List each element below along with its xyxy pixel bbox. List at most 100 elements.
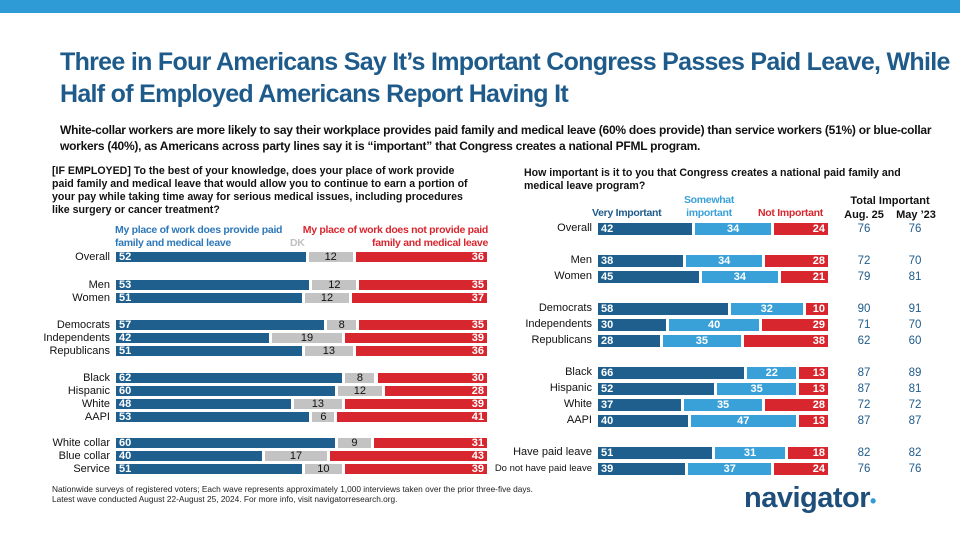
bar-value-label: 39 [601,463,614,475]
left-chart-question: [IF EMPLOYED] To the best of your knowle… [52,165,468,216]
bar-value-label: 41 [471,411,484,423]
bar-segment-very-important: 51 [598,447,713,459]
row-label: AAPI [84,411,110,423]
row-label: Republicans [531,334,592,346]
bar-segment-does-provide: 42 [116,333,270,344]
row-label: AAPI [566,414,592,426]
total-important-aug25: 76 [857,223,871,235]
bar-value-label: 62 [119,372,132,384]
bar-value-label: 12 [353,385,367,397]
bar-segment-does-provide: 53 [116,411,310,423]
bar-segment-dk: 12 [308,252,353,263]
bar-segment-somewhat-important: 37 [688,463,772,475]
bar-value-label: 35 [716,399,730,411]
col-aug25-header: Aug. 25 [844,209,884,221]
bar-segment-dk: 8 [345,372,375,384]
total-important-may23: 72 [908,399,922,411]
row-label: White [563,398,592,410]
total-important-header: Total Important [850,195,930,207]
bar-segment-very-important: 58 [598,303,728,315]
row-label: Hispanic [549,382,592,394]
row-label: Black [83,372,110,384]
page-title: Three in Four Americans Say It’s Importa… [60,48,950,108]
row-label: Independents [43,332,110,344]
bar-segment-somewhat-important: 22 [747,367,797,379]
bar-segment-dk: 13 [294,399,342,410]
bar-segment-does-not-provide: 35 [359,320,487,331]
row-label: Republicans [49,345,110,357]
bar-segment-very-important: 66 [598,367,745,379]
row-label: Democrats [56,319,110,331]
bar-value-label: 51 [119,292,132,304]
bar-segment-does-not-provide: 31 [373,437,487,449]
legend-somewhat-important: Somewhat important [683,194,735,219]
bar-value-label: 31 [471,437,484,449]
bar-value-label: 28 [601,335,614,347]
row-label: Independents [525,318,592,330]
row-label: Men [570,254,592,266]
total-important-aug25: 62 [857,335,871,347]
bar-value-label: 19 [300,332,314,344]
row-label: Women [72,292,110,304]
total-important-may23: 81 [908,271,922,283]
bar-value-label: 48 [119,398,132,410]
bar-value-label: 40 [708,319,721,331]
bar-segment-does-provide: 40 [116,451,262,462]
bar-segment-dk: 12 [338,385,382,397]
bar-segment-does-provide: 60 [116,385,335,397]
bar-value-label: 60 [119,437,132,449]
bar-value-label: 36 [471,345,484,357]
legend-not-important: Not Important [758,207,823,219]
bar-value-label: 31 [743,447,757,459]
bar-value-label: 29 [812,319,825,331]
bar-value-label: 13 [812,367,825,379]
bar-value-label: 13 [322,345,335,357]
bar-value-label: 8 [356,372,363,384]
total-important-may23: 82 [908,447,922,459]
bar-segment-dk: 6 [312,411,335,423]
bar-segment-not-important: 38 [743,335,828,347]
bar-segment-very-important: 37 [598,399,681,411]
bar-segment-somewhat-important: 40 [668,319,760,331]
footer-note: Nationwide surveys of registered voters;… [52,484,533,504]
bar-value-label: 18 [812,447,825,459]
bar-value-label: 60 [119,385,132,397]
bar-segment-does-provide: 51 [116,292,303,304]
bar-value-label: 58 [601,303,614,315]
bar-value-label: 6 [320,411,327,423]
bar-value-label: 22 [765,367,778,379]
bar-value-label: 13 [812,415,825,427]
bar-value-label: 51 [119,463,132,475]
bar-segment-somewhat-important: 35 [663,335,741,347]
bar-segment-does-not-provide: 28 [384,386,487,397]
bar-segment-does-provide: 48 [116,398,292,410]
bar-segment-dk: 12 [305,292,349,304]
total-important-aug25: 71 [857,319,871,331]
bar-segment-dk: 8 [327,320,357,331]
bar-segment-not-important: 24 [774,223,828,235]
bar-segment-very-important: 28 [598,335,661,347]
bar-segment-not-important: 28 [765,255,828,267]
bar-value-label: 34 [727,223,740,235]
bar-value-label: 12 [320,292,334,304]
bar-value-label: 52 [119,251,132,263]
total-important-aug25: 76 [857,463,871,475]
total-important-aug25: 87 [857,383,871,395]
bar-segment-does-not-provide: 36 [355,345,487,357]
bar-value-label: 35 [471,279,484,291]
bar-value-label: 53 [119,411,132,423]
row-label: Blue collar [58,450,110,462]
row-label: White collar [52,437,110,449]
bar-value-label: 35 [695,335,709,347]
bar-value-label: 24 [812,223,825,235]
footer-line-1: Nationwide surveys of registered voters;… [52,484,533,494]
bar-value-label: 37 [471,292,484,304]
logo-text: navigator [744,482,871,514]
bar-value-label: 30 [471,372,484,384]
bar-segment-does-not-provide: 43 [330,451,487,462]
bar-segment-somewhat-important: 47 [690,415,796,427]
bar-value-label: 53 [119,279,132,291]
page-subtitle: White-collar workers are more likely to … [60,123,932,153]
bar-segment-does-provide: 52 [116,251,306,263]
bar-segment-somewhat-important: 34 [695,223,772,235]
